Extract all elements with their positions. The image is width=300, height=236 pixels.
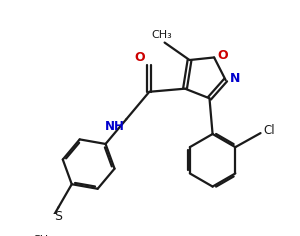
Text: N: N	[230, 72, 240, 85]
Text: O: O	[218, 49, 228, 62]
Text: O: O	[134, 51, 145, 64]
Text: CH₃: CH₃	[152, 30, 172, 40]
Text: CH₃: CH₃	[32, 235, 53, 236]
Text: S: S	[54, 210, 62, 223]
Text: Cl: Cl	[263, 124, 274, 137]
Text: NH: NH	[105, 120, 125, 133]
